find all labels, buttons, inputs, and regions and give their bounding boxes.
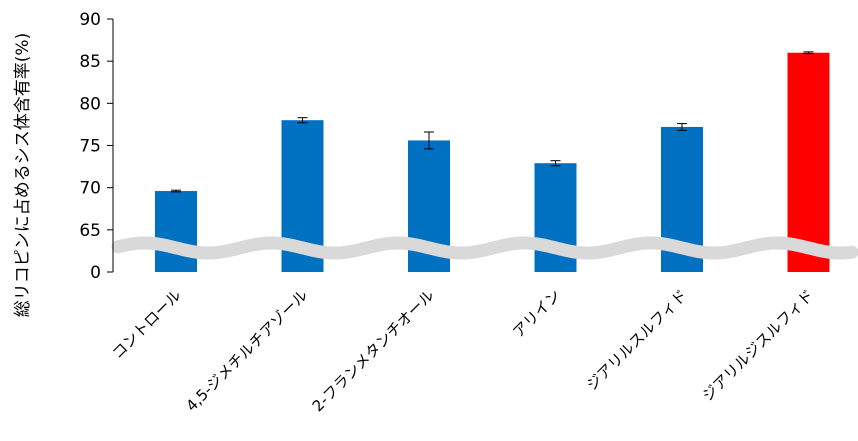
- y-axis-ticks: 90 85 80 75 70 65 0: [79, 10, 113, 283]
- error-bar-2: [297, 117, 308, 124]
- x-category-label: ジアリルスルフィド: [583, 286, 691, 394]
- x-category-label: 2-フランメタンチオール: [309, 286, 438, 415]
- error-bars: [171, 51, 814, 193]
- x-category-label: アリイン: [509, 286, 564, 341]
- y-tick-label: 85: [79, 52, 101, 72]
- bar-6: [787, 52, 830, 272]
- error-bar-1: [171, 189, 181, 193]
- error-bar-5: [677, 123, 687, 131]
- error-bar-4: [550, 160, 561, 167]
- x-category-label: 4,5-ジメチルチアゾール: [182, 286, 311, 415]
- error-bar-6: [803, 51, 814, 55]
- y-tick-label: 70: [79, 179, 101, 199]
- bar-1: [155, 191, 197, 272]
- axis-break-band: [111, 236, 858, 260]
- y-tick-label: 65: [79, 221, 101, 241]
- y-tick-label: 80: [79, 94, 101, 114]
- x-category-label: コントロール: [108, 286, 184, 362]
- error-bar-3: [424, 131, 434, 150]
- y-axis-title: 総リコピンに占めるシス体含有率(%): [13, 33, 33, 317]
- y-tick-label: 75: [79, 137, 101, 157]
- y-tick-label: 90: [79, 10, 101, 30]
- x-category-label: ジアリルジスルフィド: [699, 286, 818, 405]
- y-tick-label: 0: [90, 263, 101, 283]
